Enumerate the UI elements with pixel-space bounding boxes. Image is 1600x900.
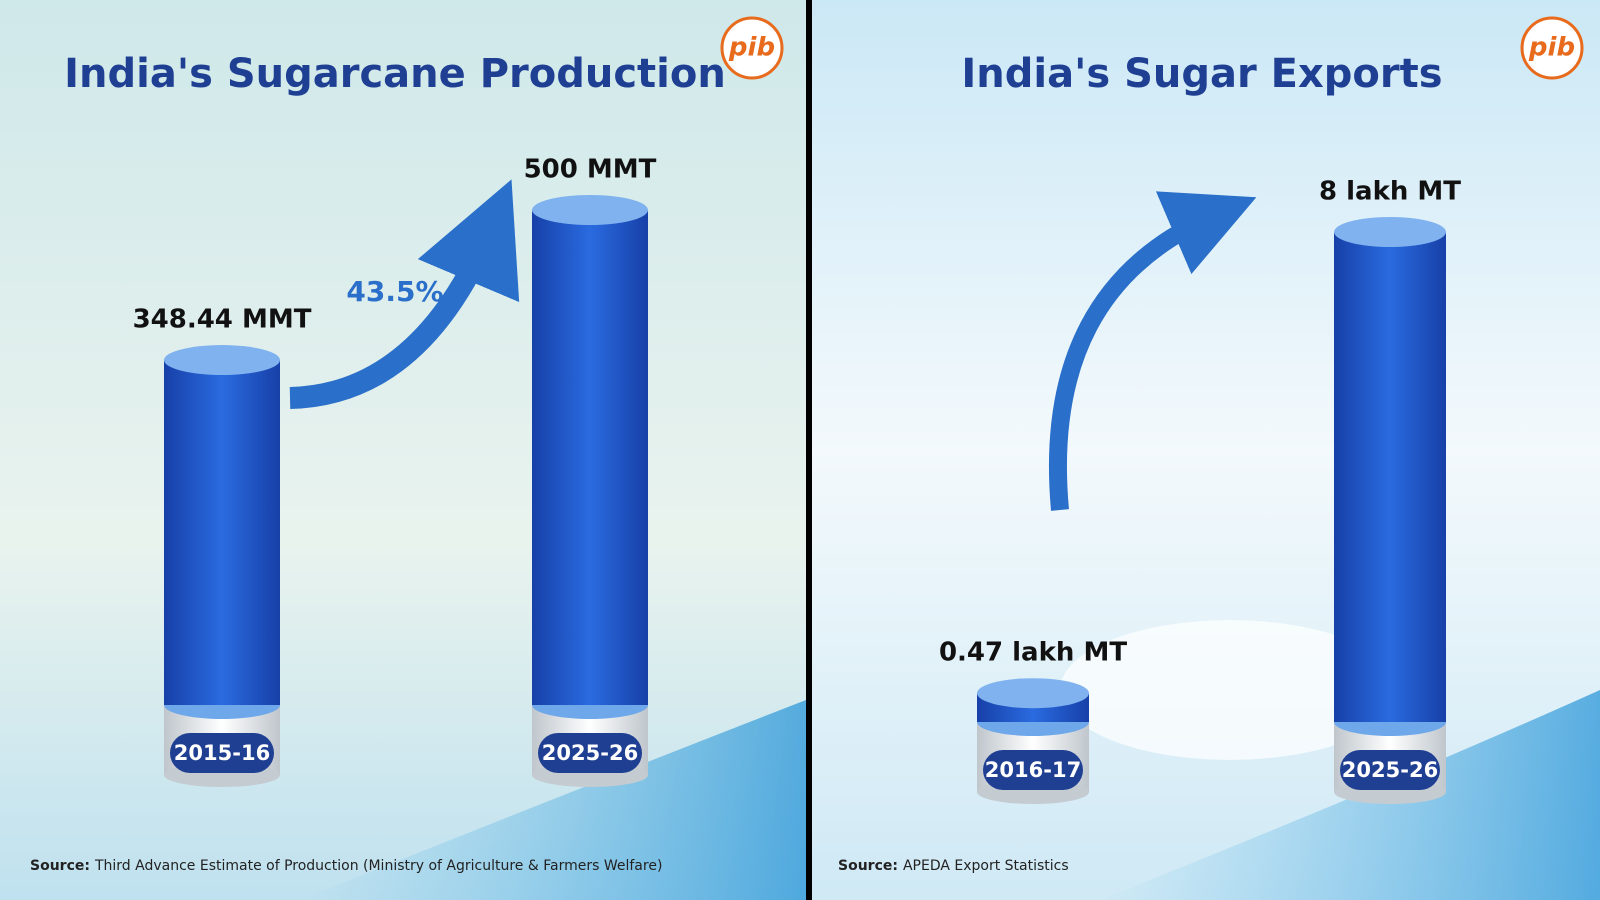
category-label: 2025-26 <box>1342 758 1438 782</box>
value-label: 348.44 MMT <box>133 305 312 335</box>
logo: pib <box>728 33 775 63</box>
value-label: 0.47 lakh MT <box>939 638 1127 668</box>
bar <box>532 210 648 705</box>
source: Source: Third Advance Estimate of Product… <box>30 858 662 874</box>
annotation: 43.5% <box>346 275 443 308</box>
source-label: Source: <box>30 858 90 874</box>
bar-cap <box>1334 217 1446 247</box>
source-text: APEDA Export Statistics <box>903 858 1069 874</box>
category-pill <box>1340 750 1440 790</box>
bar <box>164 360 280 705</box>
bar <box>1334 232 1446 722</box>
source-label: Source: <box>838 858 898 874</box>
bar-cap <box>977 678 1089 709</box>
logo: pib <box>1528 33 1575 63</box>
category-label: 2025-26 <box>542 741 638 765</box>
category-pill <box>170 733 274 773</box>
category-label: 2015-16 <box>174 741 270 765</box>
source: Source: APEDA Export Statistics <box>838 858 1069 874</box>
value-label: 8 lakh MT <box>1319 177 1461 207</box>
logo-bg <box>720 16 784 80</box>
growth-arrow <box>289 179 520 409</box>
wave <box>300 700 806 900</box>
bar-cap <box>164 345 280 376</box>
logo-bg <box>1520 16 1584 80</box>
category-pill <box>538 733 642 773</box>
source-text: Third Advance Estimate of Production (Mi… <box>94 858 662 874</box>
bar-cap <box>532 195 648 225</box>
value-label: 500 MMT <box>524 155 657 185</box>
chart-title: India's Sugarcane Production <box>64 51 726 97</box>
sugar-pile <box>1060 620 1400 760</box>
category-pill <box>983 750 1083 790</box>
growth-arrow <box>1048 191 1257 511</box>
category-label: 2016-17 <box>985 758 1081 782</box>
wave <box>1100 690 1600 900</box>
panel-bg <box>0 0 806 900</box>
chart-title: India's Sugar Exports <box>961 51 1442 97</box>
